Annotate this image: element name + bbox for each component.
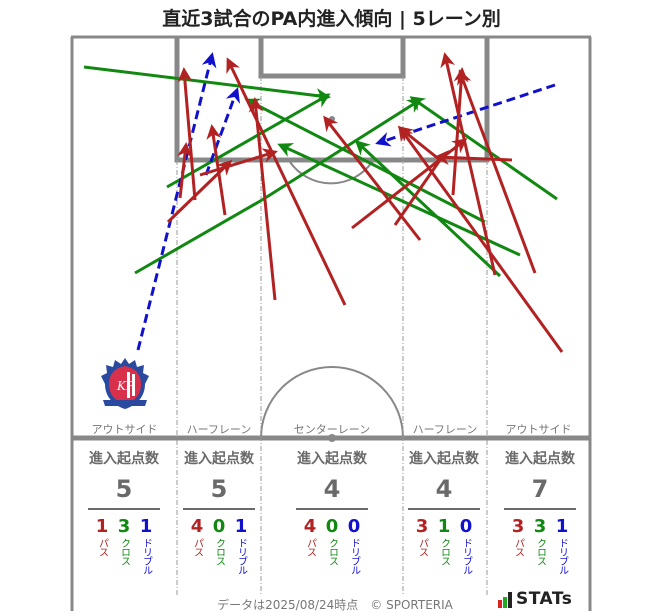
cross-label: クロス xyxy=(326,538,338,565)
lane-stats-center: 進入起点数 4 4 パス 0 クロス 0 ドリブル xyxy=(288,448,376,574)
pass-label: パス xyxy=(96,538,108,556)
cross-count: 0 xyxy=(325,516,339,537)
pass-count: 3 xyxy=(415,516,429,537)
stat-divider xyxy=(296,508,368,510)
stat-total: 5 xyxy=(210,475,228,503)
svg-text:KF: KF xyxy=(116,379,135,393)
lane-stats-left-half: 進入起点数 5 4 パス 0 クロス 1 ドリブル xyxy=(175,448,263,574)
dribble-count: 1 xyxy=(139,516,153,537)
dribble-count: 1 xyxy=(555,516,569,537)
pass-count: 1 xyxy=(95,516,109,537)
cross-label: クロス xyxy=(118,538,130,565)
pass-label: パス xyxy=(512,538,524,556)
dribble-arrows xyxy=(136,52,556,351)
lane-label-right-half: ハーフレーン xyxy=(412,423,478,436)
cross-label: クロス xyxy=(213,538,225,565)
lane-label-left-half: ハーフレーン xyxy=(186,423,252,436)
stat-header: 進入起点数 xyxy=(89,451,159,467)
lane-dividers xyxy=(176,76,488,595)
stats-logo-bars-icon xyxy=(498,592,512,608)
stat-total: 4 xyxy=(435,475,453,503)
pitch-lines xyxy=(70,35,592,611)
pass-label: パス xyxy=(191,538,203,556)
lane-stats-left-outside: 進入起点数 5 1 パス 3 クロス 1 ドリブル xyxy=(80,448,168,574)
stat-total: 7 xyxy=(531,475,549,503)
dribble-label: ドリブル xyxy=(556,538,568,574)
pass-arrows xyxy=(166,52,564,353)
cross-count: 3 xyxy=(533,516,547,537)
cross-count: 0 xyxy=(212,516,226,537)
stat-divider xyxy=(88,508,160,510)
pass-count: 4 xyxy=(190,516,204,537)
cross-label: クロス xyxy=(534,538,546,565)
dribble-label: ドリブル xyxy=(460,538,472,574)
cross-count: 1 xyxy=(437,516,451,537)
stats-logo-text: STATs xyxy=(516,589,573,609)
pass-count: 3 xyxy=(511,516,525,537)
lane-stats-right-outside: 進入起点数 7 3 パス 3 クロス 1 ドリブル xyxy=(496,448,584,574)
dribble-label: ドリブル xyxy=(235,538,247,574)
lane-label-center: センターレーン xyxy=(293,423,371,436)
footer-credit: データは2025/08/24時点 © SPORTERIA xyxy=(217,598,453,612)
lane-stats-right-half: 進入起点数 4 3 パス 1 クロス 0 ドリブル xyxy=(400,448,488,574)
stat-divider xyxy=(408,508,480,510)
stats-logo: STATs xyxy=(498,590,572,608)
stat-header: 進入起点数 xyxy=(505,451,575,467)
team-emblem-icon: KF xyxy=(101,358,149,409)
stat-divider xyxy=(504,508,576,510)
stat-total: 5 xyxy=(115,475,133,503)
lane-label-left-outside: アウトサイド xyxy=(91,423,158,436)
lane-label-right-outside: アウトサイド xyxy=(505,423,572,436)
pass-label: パス xyxy=(304,538,316,556)
stat-total: 4 xyxy=(323,475,341,503)
dribble-count: 0 xyxy=(459,516,473,537)
dribble-label: ドリブル xyxy=(140,538,152,574)
dribble-count: 1 xyxy=(234,516,248,537)
dribble-count: 0 xyxy=(347,516,361,537)
cross-count: 3 xyxy=(117,516,131,537)
cross-arrows xyxy=(83,65,558,278)
stat-header: 進入起点数 xyxy=(409,451,479,467)
stat-header: 進入起点数 xyxy=(184,451,254,467)
pass-count: 4 xyxy=(303,516,317,537)
chart-title: 直近3試合のPA内進入傾向 | 5レーン別 xyxy=(162,8,501,30)
dribble-label: ドリブル xyxy=(348,538,360,574)
pass-label: パス xyxy=(416,538,428,556)
cross-label: クロス xyxy=(438,538,450,565)
stat-header: 進入起点数 xyxy=(297,451,367,467)
stat-divider xyxy=(183,508,255,510)
